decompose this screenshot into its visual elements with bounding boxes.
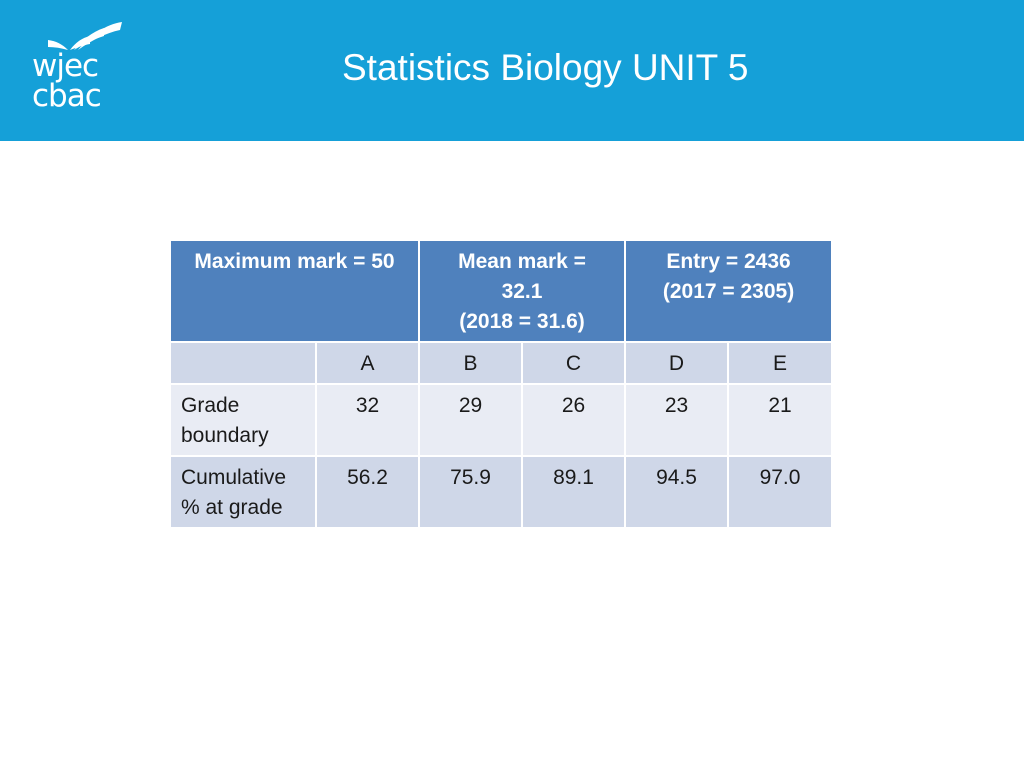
table-cell: 26 xyxy=(520,383,627,457)
table-cell: 75.9 xyxy=(418,455,523,529)
wjec-cbac-logo: wjec cbac xyxy=(32,20,124,116)
header-banner: wjec cbac Statistics Biology UNIT 5 xyxy=(0,0,1024,141)
grade-e: E xyxy=(727,341,834,385)
table-header-row: Maximum mark = 50 Mean mark = 32.1 (2018… xyxy=(169,239,834,343)
row-label-line: Grade xyxy=(181,394,240,417)
mean-mark-cell: Mean mark = 32.1 (2018 = 31.6) xyxy=(417,239,627,343)
table-cell: 97.0 xyxy=(727,455,834,529)
table-row: Grade boundary 32 29 26 23 21 xyxy=(169,383,834,457)
table-cell: 94.5 xyxy=(624,455,730,529)
mean-mark-label: Mean mark = xyxy=(458,250,586,273)
empty-corner-cell xyxy=(169,341,317,385)
entry-value: Entry = 2436 xyxy=(666,250,791,273)
row-label-line: boundary xyxy=(181,424,269,447)
table-cell: 89.1 xyxy=(520,455,627,529)
grade-letters-row: A B C D E xyxy=(169,341,834,385)
row-label-line: Cumulative xyxy=(181,466,287,489)
entry-cell: Entry = 2436 (2017 = 2305) xyxy=(624,239,834,343)
row-label-line: % at grade xyxy=(181,496,283,519)
table-row: Cumulative % at grade 56.2 75.9 89.1 94.… xyxy=(169,455,834,529)
statistics-table: Maximum mark = 50 Mean mark = 32.1 (2018… xyxy=(169,239,834,529)
grade-c: C xyxy=(520,341,627,385)
open-book-icon xyxy=(48,22,122,50)
page-title: Statistics Biology UNIT 5 xyxy=(342,47,749,88)
row-label-grade-boundary: Grade boundary xyxy=(169,383,317,457)
grade-a: A xyxy=(315,341,420,385)
max-mark-text: Maximum mark = 50 xyxy=(194,250,395,273)
row-label-cumulative: Cumulative % at grade xyxy=(169,455,317,529)
max-mark-cell: Maximum mark = 50 xyxy=(169,239,420,343)
table-cell: 56.2 xyxy=(315,455,420,529)
logo-text-cbac: cbac xyxy=(32,78,102,114)
mean-mark-value: 32.1 xyxy=(501,280,543,303)
table-cell: 23 xyxy=(624,383,730,457)
entry-previous: (2017 = 2305) xyxy=(662,280,795,303)
grade-b: B xyxy=(418,341,523,385)
mean-mark-previous: (2018 = 31.6) xyxy=(459,310,585,333)
table-cell: 21 xyxy=(727,383,834,457)
table-cell: 32 xyxy=(315,383,420,457)
grade-d: D xyxy=(624,341,730,385)
table-cell: 29 xyxy=(418,383,523,457)
logo-text-wjec: wjec xyxy=(32,48,99,84)
